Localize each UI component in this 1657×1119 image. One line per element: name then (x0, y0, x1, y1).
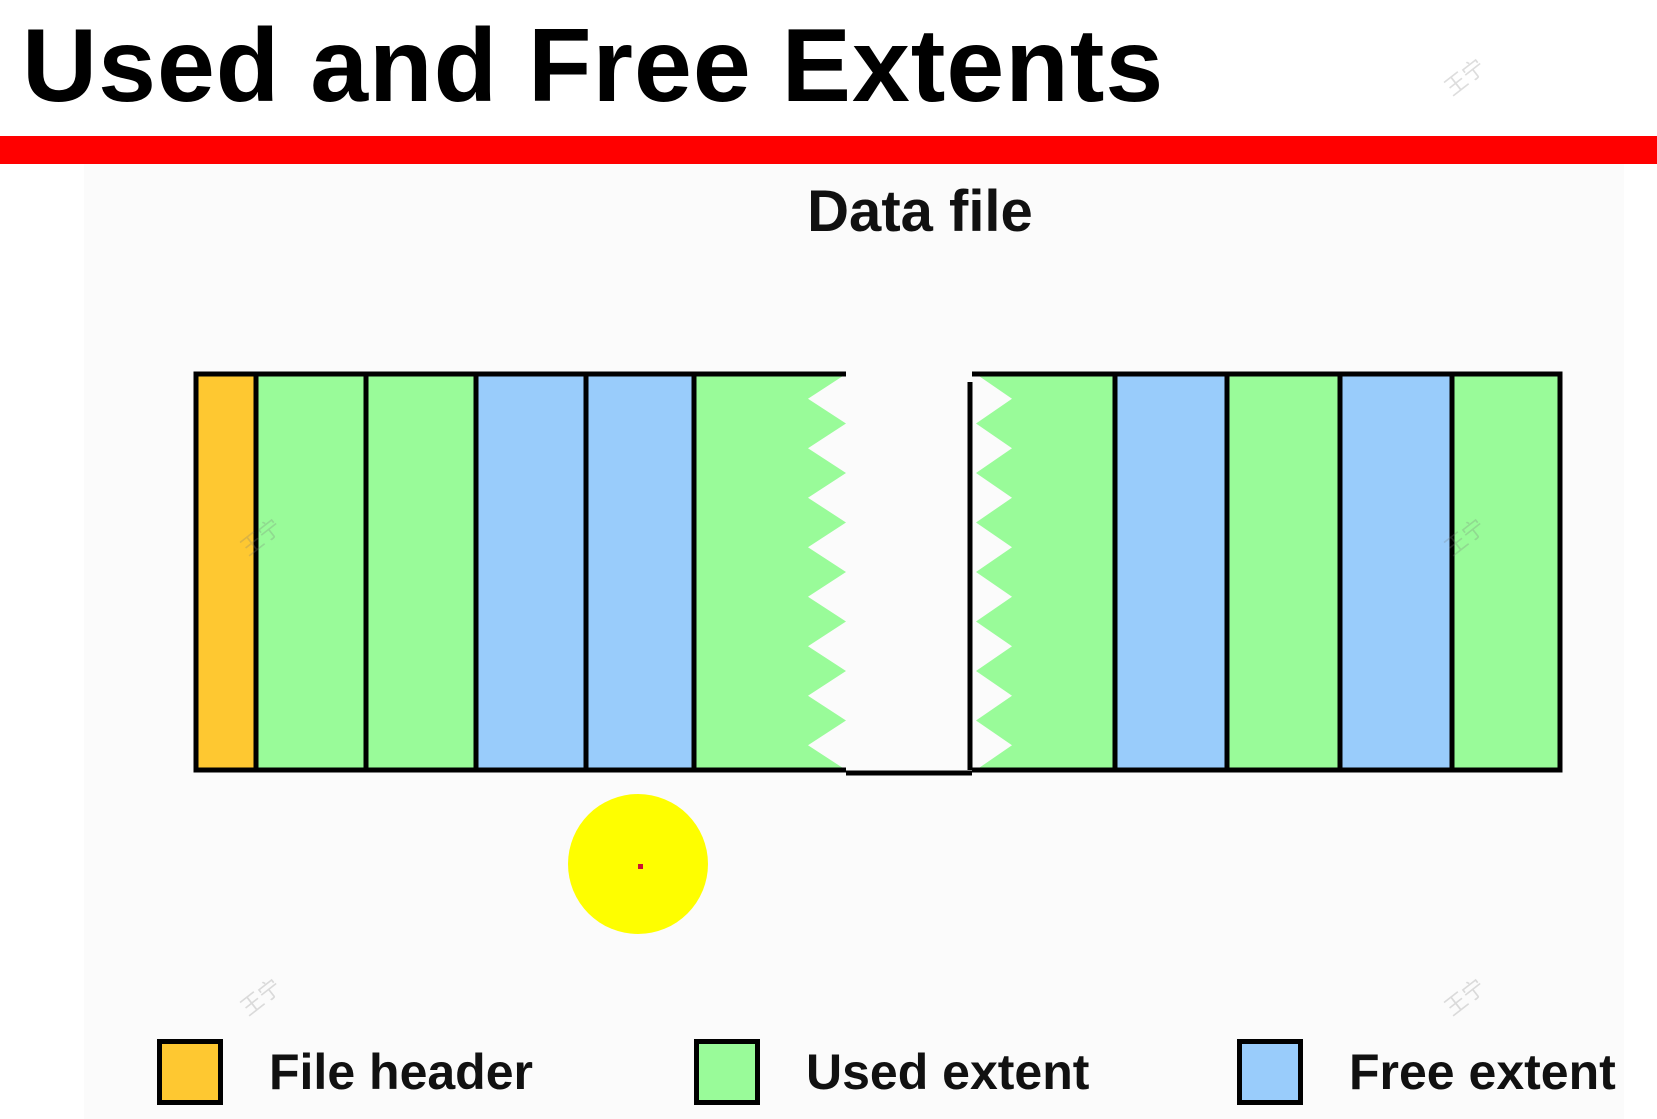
legend-swatch-free-extent (1237, 1039, 1303, 1105)
extent-block-free-extent (1115, 374, 1227, 770)
legend-label-used-extent: Used extent (806, 1044, 1090, 1100)
title-rule (0, 136, 1657, 164)
legend-item-used-extent: Used extent (694, 1034, 1089, 1110)
slide-title: Used and Free Extents (22, 8, 1165, 124)
legend-label-file-header: File header (269, 1044, 533, 1100)
legend-item-free-extent: Free extent (1237, 1034, 1616, 1110)
segment-outline-left (193, 371, 846, 773)
extent-outline (193, 371, 1563, 776)
legend-swatch-used-extent (694, 1039, 760, 1105)
legend-swatch-file-header (157, 1039, 223, 1105)
extent-blocks (196, 374, 1560, 770)
legend-item-file-header: File header (157, 1034, 533, 1110)
extent-block-free-extent (1340, 374, 1452, 770)
extent-block-used-extent (1452, 374, 1560, 770)
extent-block-free-extent (476, 374, 586, 770)
extent-block-used-extent (366, 374, 476, 770)
extent-block-used-extent (256, 374, 366, 770)
legend: File header Used extent Free extent (0, 1034, 1657, 1114)
extent-block-used-extent (694, 374, 846, 770)
extent-block-free-extent (586, 374, 694, 770)
segment-outline-right (972, 371, 1563, 773)
diagram-caption: Data file (807, 179, 1033, 244)
extent-block-file-header (196, 374, 256, 770)
pointer-center-dot (638, 864, 643, 869)
extent-block-used-extent (976, 374, 1115, 770)
extent-block-used-extent (1227, 374, 1340, 770)
legend-label-free-extent: Free extent (1349, 1044, 1616, 1100)
